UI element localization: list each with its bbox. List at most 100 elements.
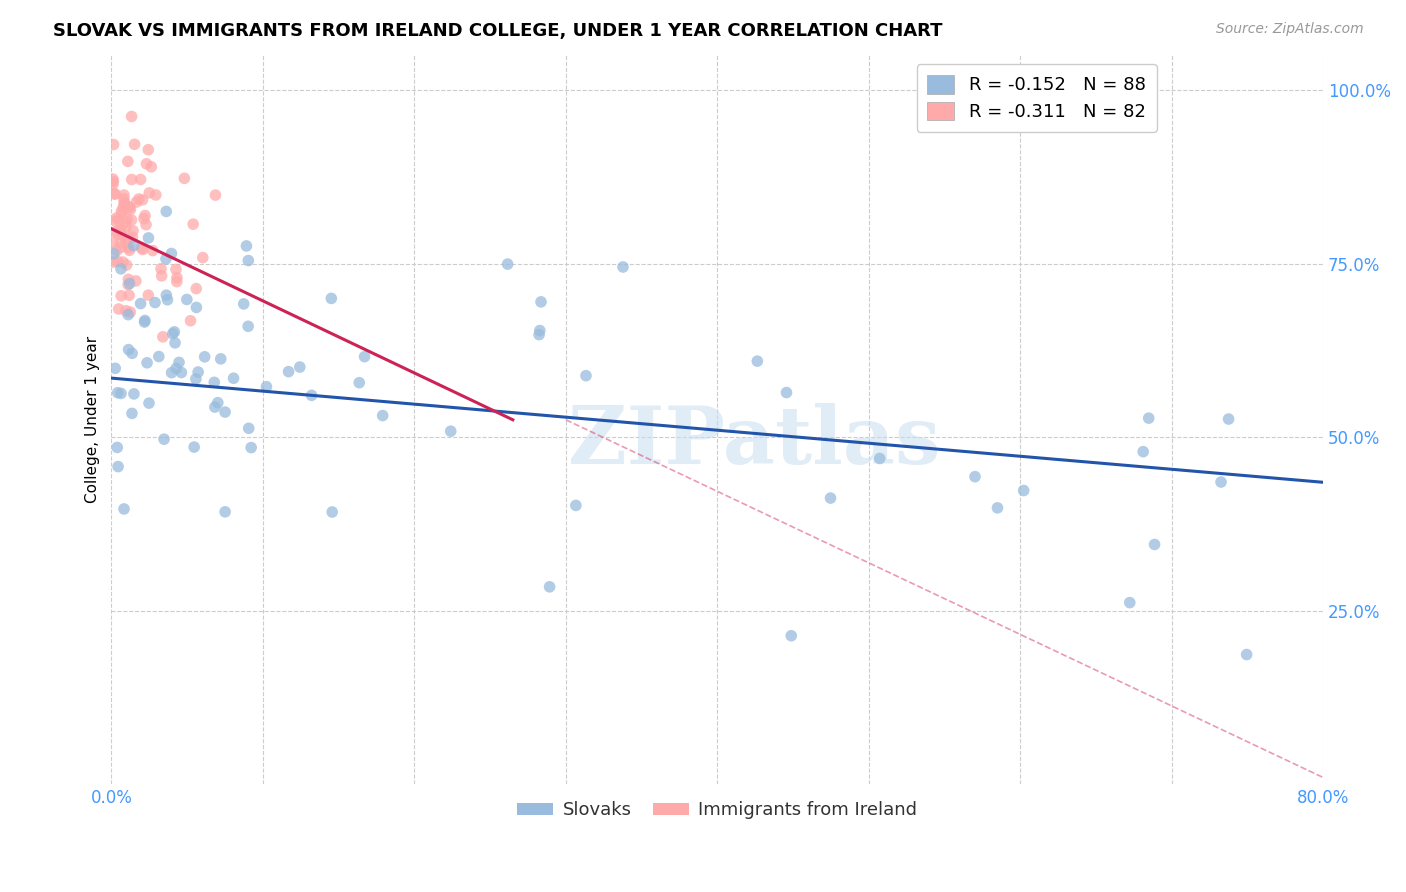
Point bbox=[1218, 412, 1240, 426]
Text: SLOVAK VS IMMIGRANTS FROM IRELAND COLLEGE, UNDER 1 YEAR CORRELATION CHART: SLOVAK VS IMMIGRANTS FROM IRELAND COLLEG… bbox=[53, 22, 943, 40]
Point bbox=[107, 385, 129, 400]
Text: Source: ZipAtlas.com: Source: ZipAtlas.com bbox=[1216, 22, 1364, 37]
Point bbox=[110, 289, 132, 303]
Point bbox=[118, 244, 141, 258]
Point bbox=[110, 223, 132, 237]
Point bbox=[110, 261, 132, 276]
Point bbox=[131, 241, 153, 255]
Point bbox=[136, 143, 159, 157]
Point bbox=[160, 366, 183, 380]
Point bbox=[115, 215, 138, 229]
Point bbox=[132, 243, 155, 257]
Point bbox=[565, 499, 588, 513]
Point bbox=[107, 213, 129, 227]
Point bbox=[134, 315, 156, 329]
Point bbox=[101, 178, 124, 192]
Point bbox=[321, 505, 343, 519]
Point bbox=[121, 110, 143, 124]
Point bbox=[165, 262, 187, 277]
Point bbox=[128, 192, 150, 206]
Point bbox=[277, 365, 299, 379]
Point bbox=[321, 292, 343, 306]
Point bbox=[207, 395, 229, 409]
Point bbox=[105, 244, 128, 258]
Point bbox=[118, 200, 141, 214]
Point bbox=[155, 204, 177, 219]
Point bbox=[166, 270, 188, 285]
Point bbox=[112, 201, 135, 215]
Point bbox=[103, 186, 125, 201]
Point bbox=[105, 211, 128, 225]
Legend: Slovaks, Immigrants from Ireland: Slovaks, Immigrants from Ireland bbox=[510, 794, 925, 827]
Point bbox=[110, 386, 132, 401]
Point bbox=[148, 350, 170, 364]
Point bbox=[107, 254, 129, 268]
Point bbox=[115, 258, 138, 272]
Point bbox=[107, 459, 129, 474]
Point bbox=[165, 361, 187, 376]
Point bbox=[963, 469, 986, 483]
Point bbox=[117, 343, 139, 357]
Point bbox=[125, 195, 148, 210]
Point bbox=[115, 220, 138, 235]
Point bbox=[121, 213, 143, 227]
Point bbox=[145, 188, 167, 202]
Point bbox=[152, 330, 174, 344]
Point bbox=[143, 295, 166, 310]
Point bbox=[194, 350, 217, 364]
Point bbox=[121, 406, 143, 420]
Point bbox=[238, 319, 260, 334]
Point bbox=[150, 268, 173, 283]
Point bbox=[115, 235, 138, 250]
Point bbox=[187, 365, 209, 379]
Point bbox=[173, 171, 195, 186]
Point bbox=[104, 214, 127, 228]
Point bbox=[105, 441, 128, 455]
Point bbox=[170, 366, 193, 380]
Point bbox=[1236, 648, 1258, 662]
Point bbox=[780, 629, 803, 643]
Point bbox=[538, 580, 561, 594]
Point bbox=[349, 376, 371, 390]
Point bbox=[232, 297, 254, 311]
Point bbox=[529, 324, 551, 338]
Point bbox=[612, 260, 634, 274]
Point bbox=[135, 218, 157, 232]
Point bbox=[153, 432, 176, 446]
Point bbox=[176, 293, 198, 307]
Point bbox=[575, 368, 598, 383]
Point bbox=[104, 225, 127, 239]
Point bbox=[122, 238, 145, 252]
Point bbox=[101, 235, 124, 250]
Point bbox=[353, 350, 375, 364]
Point bbox=[181, 217, 204, 231]
Y-axis label: College, Under 1 year: College, Under 1 year bbox=[86, 336, 100, 503]
Point bbox=[163, 325, 186, 339]
Point bbox=[118, 288, 141, 302]
Point bbox=[1012, 483, 1035, 498]
Point bbox=[163, 335, 186, 350]
Point bbox=[107, 301, 129, 316]
Point bbox=[115, 211, 138, 226]
Point bbox=[129, 172, 152, 186]
Point bbox=[183, 440, 205, 454]
Point bbox=[527, 327, 550, 342]
Point bbox=[120, 202, 142, 217]
Point bbox=[118, 200, 141, 214]
Point bbox=[117, 231, 139, 245]
Point bbox=[155, 288, 177, 302]
Point bbox=[125, 274, 148, 288]
Point bbox=[162, 326, 184, 341]
Point bbox=[110, 204, 132, 219]
Point bbox=[110, 235, 132, 250]
Point bbox=[134, 209, 156, 223]
Point bbox=[104, 361, 127, 376]
Point bbox=[112, 188, 135, 202]
Point bbox=[202, 376, 225, 390]
Point bbox=[118, 277, 141, 291]
Point bbox=[747, 354, 769, 368]
Point bbox=[103, 246, 125, 260]
Point bbox=[134, 313, 156, 327]
Point bbox=[1143, 537, 1166, 551]
Point bbox=[103, 175, 125, 189]
